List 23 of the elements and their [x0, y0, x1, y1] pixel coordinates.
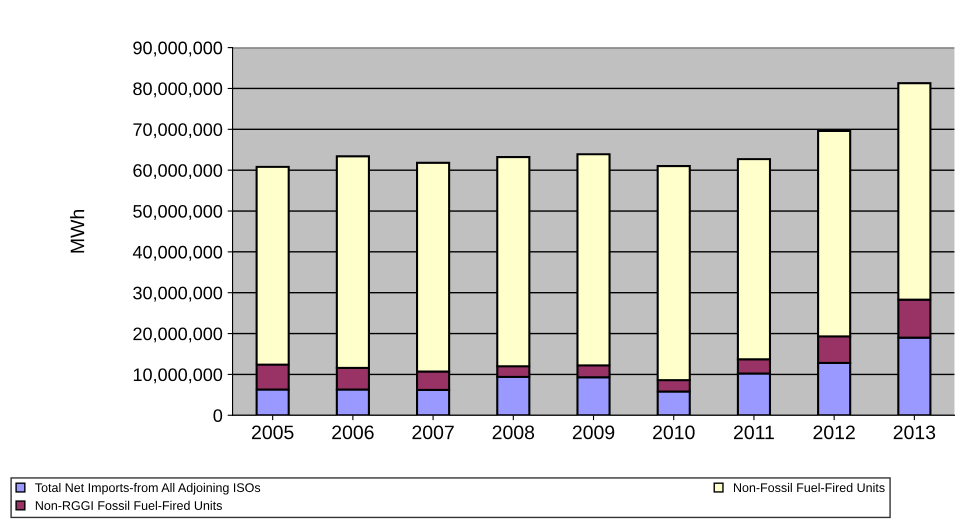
- y-tick-label: 70,000,000: [133, 123, 222, 138]
- x-tick-label: 2005: [252, 426, 294, 440]
- y-tick-label: 20,000,000: [133, 328, 222, 342]
- y-tick-label: 10,000,000: [134, 368, 222, 384]
- legend-label: Non-RGGI Fossil Fuel-Fired Units: [36, 500, 222, 510]
- y-tick-label: 60,000,000: [133, 164, 222, 180]
- x-tick-label: 2006: [332, 426, 374, 440]
- y-tick-label: 80,000,000: [133, 82, 222, 98]
- y-tick-label: 0: [214, 409, 222, 422]
- y-tick-label: 90,000,000: [133, 42, 222, 56]
- x-tick-label: 2009: [572, 426, 614, 440]
- x-tick-label: 2010: [653, 426, 695, 440]
- x-tick-label: 2012: [814, 426, 855, 440]
- y-tick-label: 30,000,000: [133, 286, 222, 302]
- x-tick-label: 2007: [412, 426, 454, 440]
- y-axis-title: MWh: [70, 210, 84, 253]
- x-tick-label: 2013: [894, 426, 936, 440]
- x-tick-label: 2011: [734, 426, 774, 440]
- y-tick-label: 40,000,000: [132, 246, 222, 261]
- legend-label: Non-Fossil Fuel-Fired Units: [734, 482, 885, 492]
- y-tick-label: 50,000,000: [133, 204, 222, 220]
- x-tick-label: 2008: [492, 426, 534, 440]
- legend-label: Total Net Imports-from All Adjoining ISOs: [35, 482, 260, 495]
